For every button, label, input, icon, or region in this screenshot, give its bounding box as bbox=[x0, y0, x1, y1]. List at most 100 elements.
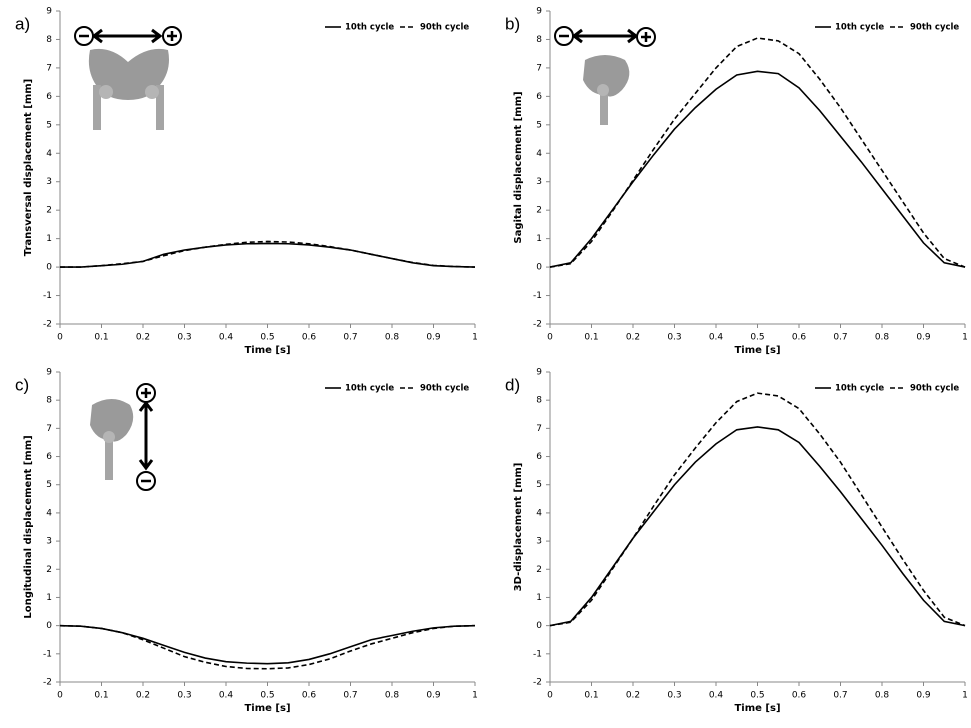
panel-label: c) bbox=[15, 375, 29, 394]
y-tick-label: 6 bbox=[46, 92, 52, 102]
x-tick-label: 0.5 bbox=[750, 691, 764, 701]
y-tick-label: 1 bbox=[46, 593, 52, 603]
y-tick-label: 1 bbox=[536, 234, 542, 244]
x-tick-label: 0.9 bbox=[916, 333, 931, 343]
y-tick-label: 6 bbox=[536, 92, 542, 102]
data-line bbox=[549, 70, 966, 268]
y-tick-label: 7 bbox=[536, 63, 542, 73]
x-tick-label: 0.2 bbox=[136, 691, 150, 701]
x-tick-label: 0.3 bbox=[667, 691, 681, 701]
y-tick-label: 3 bbox=[536, 177, 542, 187]
y-tick-label: -2 bbox=[43, 678, 52, 688]
x-tick-label: 1 bbox=[962, 333, 968, 343]
legend-label: 10th cycle bbox=[835, 23, 884, 33]
legend-label: 90th cycle bbox=[420, 384, 469, 394]
y-axis-title: Transversal displacement [mm] bbox=[23, 79, 34, 256]
x-tick-label: 0.4 bbox=[709, 691, 724, 701]
x-tick-label: 0.5 bbox=[750, 333, 764, 343]
y-tick-label: 7 bbox=[46, 424, 52, 434]
y-tick-label: 8 bbox=[46, 35, 52, 45]
x-tick-label: 0.4 bbox=[709, 333, 724, 343]
x-tick-label: 0.8 bbox=[385, 691, 400, 701]
x-tick-label: 0.1 bbox=[94, 691, 108, 701]
pelvis-icon bbox=[90, 399, 134, 480]
x-tick-label: 0.2 bbox=[626, 333, 640, 343]
y-tick-label: 7 bbox=[46, 63, 52, 73]
y-tick-label: 8 bbox=[46, 396, 52, 406]
y-tick-label: 0 bbox=[46, 621, 52, 631]
y-tick-label: 7 bbox=[536, 424, 542, 434]
y-tick-label: 5 bbox=[46, 120, 52, 130]
x-tick-label: 0.2 bbox=[626, 691, 640, 701]
legend-label: 90th cycle bbox=[910, 23, 959, 33]
x-tick-label: 0.6 bbox=[792, 691, 807, 701]
data-line bbox=[549, 426, 966, 627]
y-tick-label: 2 bbox=[46, 565, 52, 575]
x-tick-label: 0.7 bbox=[833, 333, 847, 343]
data-line bbox=[549, 392, 966, 627]
x-tick-label: 0.8 bbox=[385, 333, 400, 343]
direction-arrow bbox=[554, 26, 656, 47]
x-tick-label: 0.9 bbox=[916, 691, 931, 701]
x-tick-label: 0.9 bbox=[426, 691, 441, 701]
y-tick-label: 6 bbox=[536, 452, 542, 462]
data-line bbox=[60, 242, 476, 268]
x-tick-label: 0.5 bbox=[260, 333, 274, 343]
data-line bbox=[59, 624, 476, 665]
y-tick-label: -2 bbox=[43, 320, 52, 330]
y-tick-label: 1 bbox=[46, 234, 52, 244]
data-line bbox=[549, 37, 966, 268]
y-tick-label: 2 bbox=[46, 206, 52, 216]
pelvis-icon bbox=[583, 55, 630, 125]
y-tick-label: 2 bbox=[536, 565, 542, 575]
x-tick-label: 0.2 bbox=[136, 333, 150, 343]
x-tick-label: 1 bbox=[472, 691, 478, 701]
y-tick-label: 5 bbox=[46, 480, 52, 490]
x-tick-label: 1 bbox=[472, 333, 478, 343]
y-tick-label: 3 bbox=[46, 537, 52, 547]
y-tick-label: 4 bbox=[536, 149, 542, 159]
panel-label: d) bbox=[505, 375, 520, 394]
y-axis-title: Longitudinal displacement [mm] bbox=[23, 435, 34, 618]
y-tick-label: 2 bbox=[536, 206, 542, 216]
x-tick-label: 0.1 bbox=[584, 333, 598, 343]
x-tick-label: 0.3 bbox=[177, 691, 191, 701]
y-tick-label: -1 bbox=[43, 291, 52, 301]
x-tick-label: 0.4 bbox=[219, 691, 234, 701]
y-tick-label: -1 bbox=[533, 291, 542, 301]
y-axis-title: 3D-displacement [mm] bbox=[513, 463, 524, 592]
x-tick-label: 0.7 bbox=[833, 691, 847, 701]
y-tick-label: 3 bbox=[536, 537, 542, 547]
legend-label: 10th cycle bbox=[345, 23, 394, 33]
x-tick-label: 0.6 bbox=[302, 333, 317, 343]
x-tick-label: 0.1 bbox=[584, 691, 598, 701]
x-tick-label: 1 bbox=[962, 691, 968, 701]
legend-label: 90th cycle bbox=[910, 384, 959, 394]
x-tick-label: 0.6 bbox=[792, 333, 807, 343]
x-tick-label: 0.8 bbox=[875, 691, 890, 701]
y-tick-label: 9 bbox=[536, 368, 542, 378]
x-axis-title: Time [s] bbox=[734, 345, 780, 356]
data-line bbox=[60, 240, 476, 268]
x-tick-label: 0 bbox=[547, 691, 553, 701]
y-tick-label: 0 bbox=[46, 263, 52, 273]
x-tick-label: 0.4 bbox=[219, 333, 234, 343]
x-tick-label: 0.8 bbox=[875, 333, 890, 343]
y-tick-label: 8 bbox=[536, 396, 542, 406]
y-tick-label: 8 bbox=[536, 35, 542, 45]
y-tick-label: -1 bbox=[533, 649, 542, 659]
y-tick-label: 5 bbox=[536, 120, 542, 130]
x-tick-label: 0.6 bbox=[302, 691, 317, 701]
pelvis-icon bbox=[88, 48, 169, 130]
direction-arrow bbox=[136, 383, 156, 491]
y-tick-label: 5 bbox=[536, 480, 542, 490]
x-tick-label: 0.3 bbox=[667, 333, 681, 343]
y-tick-label: -1 bbox=[43, 649, 52, 659]
x-tick-label: 0.9 bbox=[426, 333, 441, 343]
panel-label: a) bbox=[15, 14, 30, 33]
x-tick-label: 0 bbox=[57, 691, 63, 701]
x-axis-title: Time [s] bbox=[244, 703, 290, 714]
y-axis-title: Sagital displacement [mm] bbox=[513, 91, 524, 243]
